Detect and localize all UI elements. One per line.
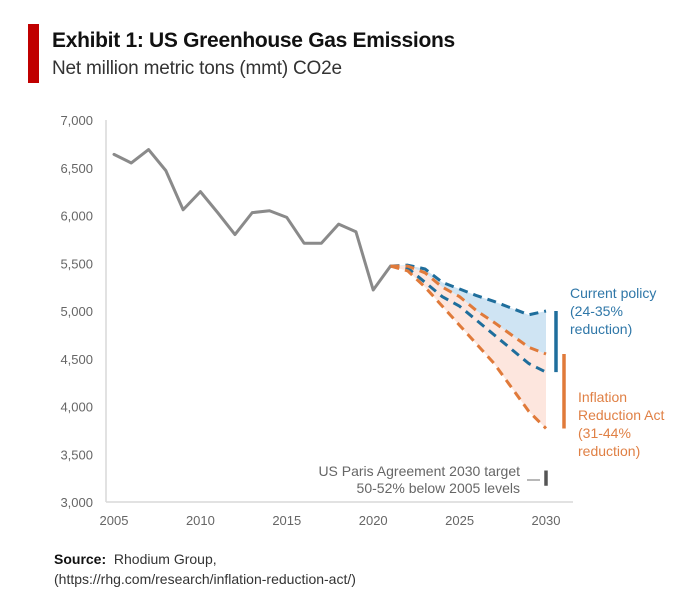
y-tick-label: 3,000 — [60, 495, 93, 510]
y-tick-label: 4,000 — [60, 400, 93, 415]
chart-subtitle: Net million metric tons (mmt) CO2e — [52, 58, 342, 79]
y-tick-label: 6,500 — [60, 161, 93, 176]
series-line-current-policy-low — [390, 264, 547, 374]
source-text: Rhodium Group, — [113, 551, 217, 567]
source-label: Source: — [54, 551, 107, 567]
annotation-paris: 50-52% below 2005 levels — [357, 480, 520, 496]
x-tick-label: 2020 — [359, 513, 388, 528]
band-ira — [390, 266, 546, 429]
annotation-ira: Inflation — [578, 389, 627, 405]
annotation-current-policy: Current policy — [570, 285, 656, 301]
annotation-ira: Reduction Act — [578, 407, 664, 423]
annotation-ira: reduction) — [578, 443, 640, 459]
series-line-current-policy-high — [390, 263, 547, 317]
chart-title: Exhibit 1: US Greenhouse Gas Emissions — [52, 29, 455, 52]
y-tick-label: 6,000 — [60, 209, 93, 224]
x-tick-label: 2010 — [186, 513, 215, 528]
x-tick-label: 2015 — [272, 513, 301, 528]
x-tick-label: 2005 — [100, 513, 129, 528]
source-url: (https://rhg.com/research/inflation-redu… — [54, 571, 356, 587]
source-note: Source: Rhodium Group, (https://rhg.com/… — [54, 549, 356, 589]
series-line-inflation-reduction-act-high — [390, 264, 547, 356]
y-tick-label: 7,000 — [60, 113, 93, 128]
emissions-chart: 3,000 3,500 4,000 4,500 5,000 5,500 6,000 6,500… — [60, 113, 664, 528]
y-tick-label: 3,500 — [60, 447, 93, 462]
y-tick-label: 4,500 — [60, 352, 93, 367]
title-accent-bar — [28, 24, 39, 83]
annotation-ira: (31-44% — [578, 425, 631, 441]
annotation-current-policy: reduction) — [570, 321, 632, 337]
annotation-paris: US Paris Agreement 2030 target — [318, 463, 520, 479]
y-tick-label: 5,500 — [60, 256, 93, 271]
annotation-current-policy: (24-35% — [570, 303, 623, 319]
series-line-historical — [112, 148, 392, 292]
x-tick-label: 2025 — [445, 513, 474, 528]
x-tick-label: 2030 — [532, 513, 561, 528]
series-line-inflation-reduction-act-low — [390, 264, 548, 430]
y-tick-label: 5,000 — [60, 304, 93, 319]
